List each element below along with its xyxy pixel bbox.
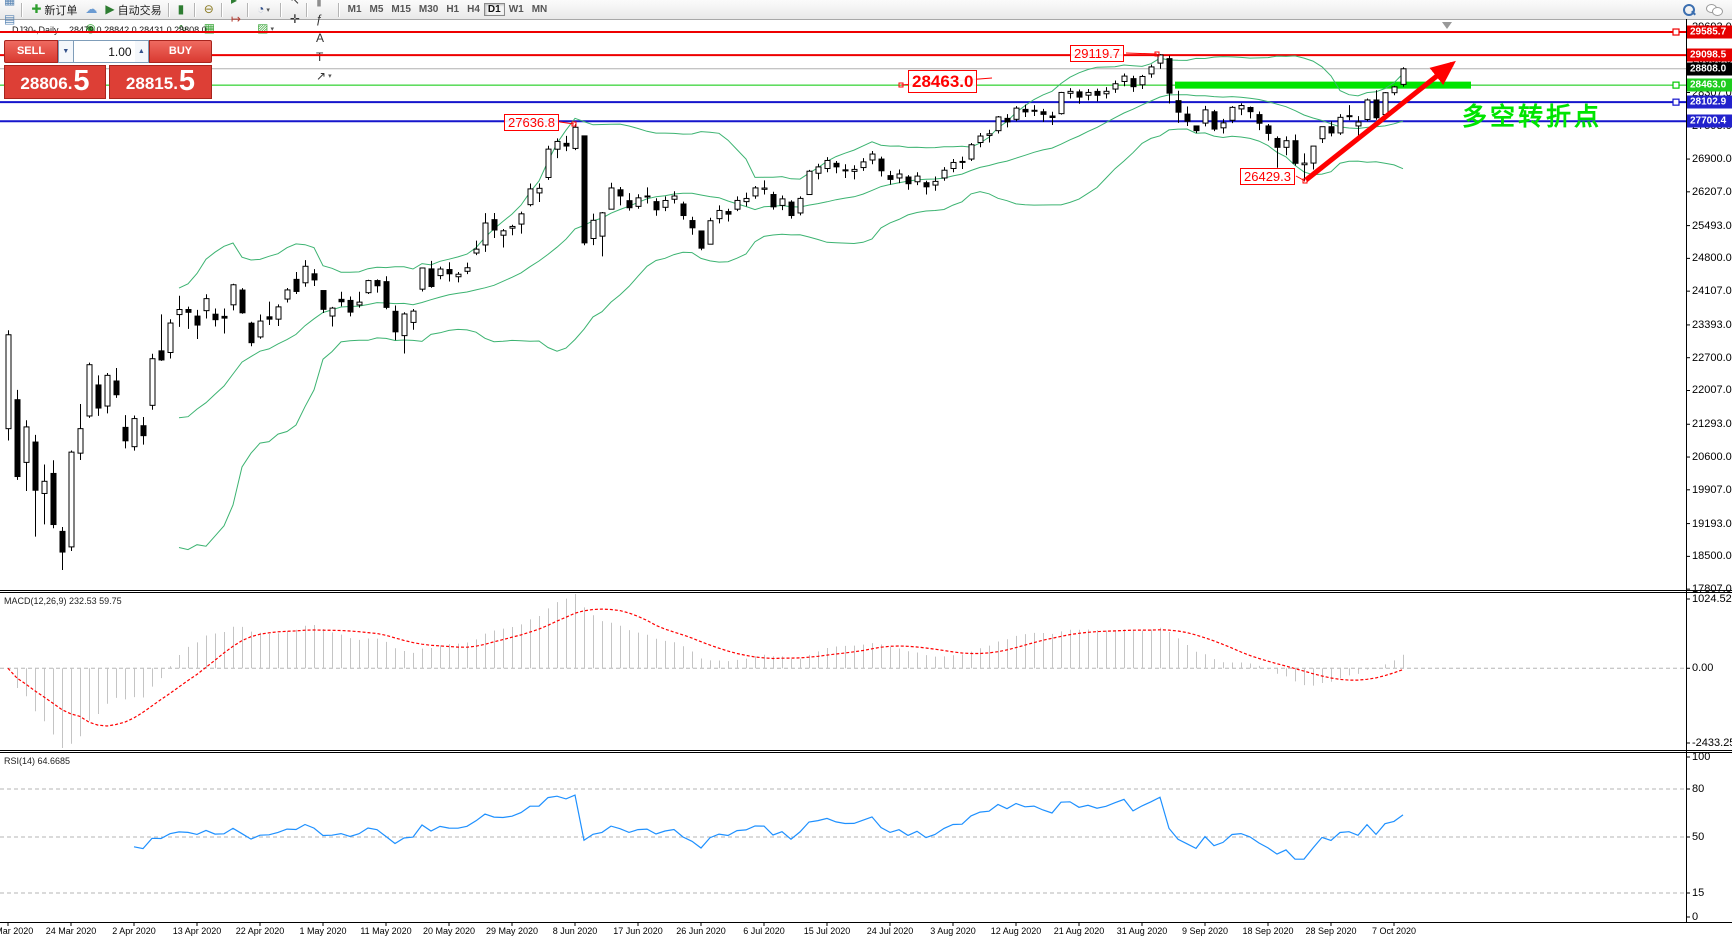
buy-price-pip: 5 — [179, 67, 195, 96]
sell-price-main: 28806. — [20, 72, 72, 96]
price-tag-annotation[interactable]: 27636.8 — [504, 114, 559, 131]
volume-stepper: ▼ ▲ — [58, 40, 149, 63]
volume-input[interactable] — [74, 41, 135, 62]
one-click-trading-panel: SELL ▼ ▲ BUY 28806. 5 28815. 5 — [4, 40, 212, 99]
price-tag-annotation[interactable]: 26429.3 — [1240, 168, 1295, 185]
volume-down-button[interactable]: ▼ — [58, 41, 74, 62]
volume-up-button[interactable]: ▲ — [135, 41, 150, 62]
buy-button[interactable]: BUY — [149, 40, 212, 63]
sell-price-button[interactable]: 28806. 5 — [4, 65, 106, 99]
chart-note-annotation[interactable]: 多空转折点 — [1462, 97, 1602, 133]
buy-price-button[interactable]: 28815. 5 — [109, 65, 212, 99]
sell-price-pip: 5 — [73, 67, 89, 96]
sell-button[interactable]: SELL — [4, 40, 58, 63]
price-tag-annotation[interactable]: 28463.0 — [908, 70, 977, 93]
buy-price-main: 28815. — [126, 72, 178, 96]
price-tag-annotation[interactable]: 29119.7 — [1070, 45, 1124, 62]
mt4-terminal: ▦▤ ✚ 新订单 ◆☁◉ ▶ 自动交易 ≡▮∿ ⊕⊖▦ ▸↦ ✚▾◔▾▨▾ ↖✛… — [0, 0, 1732, 941]
price-chart-canvas[interactable] — [0, 0, 1732, 941]
